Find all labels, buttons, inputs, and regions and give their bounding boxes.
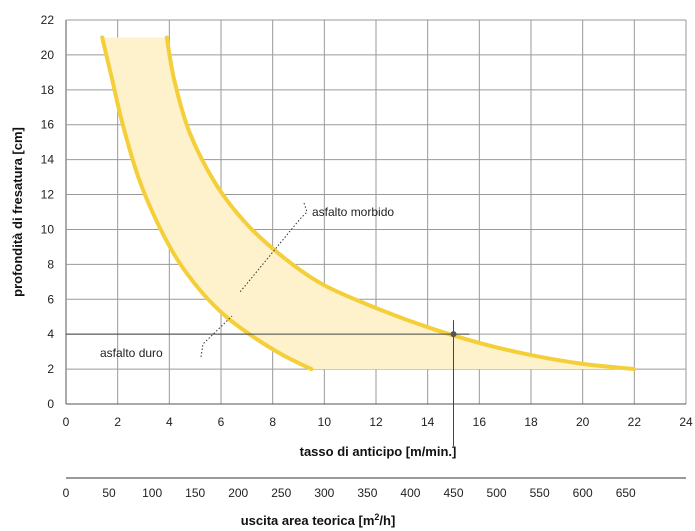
- x-tick-label: 14: [421, 415, 435, 429]
- x2-tick-label: 50: [102, 486, 116, 500]
- example-lines: [66, 320, 470, 446]
- x-tick-label: 24: [679, 415, 693, 429]
- x2-tick-label: 200: [228, 486, 248, 500]
- example-point: [450, 331, 457, 338]
- series-layer: [100, 35, 637, 372]
- annotation-asfalto-duro: asfalto duro: [100, 346, 163, 360]
- x-tick-label: 22: [628, 415, 642, 429]
- x-tick-label: 6: [218, 415, 225, 429]
- x2-tick-label: 650: [616, 486, 636, 500]
- x2-tick-label: 0: [63, 486, 70, 500]
- x-tick-label: 12: [369, 415, 383, 429]
- leader-asfalto-morbido: [239, 202, 308, 293]
- y-tick-label: 0: [47, 397, 54, 411]
- annotation-asfalto-morbido: asfalto morbido: [312, 205, 394, 219]
- y-tick-label: 18: [41, 83, 55, 97]
- series-line-asfalto-morbido: [164, 35, 637, 372]
- x-tick-label: 8: [269, 415, 276, 429]
- annotations: asfalto morbido asfalto duro: [100, 202, 394, 360]
- x-tick-label: 20: [576, 415, 590, 429]
- x2-tick-label: 300: [314, 486, 334, 500]
- x2-tick-label: 400: [400, 486, 420, 500]
- y-tick-label: 22: [41, 13, 55, 27]
- x-axis-title: tasso di anticipo [m/min.]: [300, 444, 457, 459]
- x-tick-label: 2: [114, 415, 121, 429]
- x2-tick-label: 350: [357, 486, 377, 500]
- y-tick-label: 2: [47, 362, 54, 376]
- y-tick-label: 12: [41, 188, 55, 202]
- y-tick-label: 16: [41, 118, 55, 132]
- x2-tick-label: 100: [142, 486, 162, 500]
- x2-tick-label: 600: [573, 486, 593, 500]
- y-axis-title: profondità di fresatura [cm]: [10, 127, 25, 297]
- x2-tick-label: 500: [487, 486, 507, 500]
- x-tick-label: 18: [524, 415, 538, 429]
- y-tick-label: 14: [41, 153, 55, 167]
- leader-asfalto-duro: [200, 315, 233, 358]
- grid: [65, 19, 687, 405]
- x-tick-label: 16: [473, 415, 487, 429]
- x2-tick-label: 550: [530, 486, 550, 500]
- x2-tick-label: 250: [271, 486, 291, 500]
- y-tick-label: 20: [41, 48, 55, 62]
- range-band: [102, 37, 635, 370]
- x-tick-label: 4: [166, 415, 173, 429]
- y-tick-label: 6: [47, 292, 54, 306]
- x-tick-label: 0: [63, 415, 70, 429]
- x2-tick-label: 450: [443, 486, 463, 500]
- x-tick-label: 10: [318, 415, 332, 429]
- y-tick-label: 10: [41, 222, 55, 236]
- x2-tick-label: 150: [185, 486, 205, 500]
- series-line-asfalto-duro: [100, 35, 314, 372]
- y-tick-label: 4: [47, 327, 54, 341]
- y-tick-label: 8: [47, 257, 54, 271]
- x2-axis-title: uscita area teorica [m2/h]: [241, 512, 396, 528]
- tick-labels: 0 2 4 6 8 10 12 14 16 18 20 22 240246810121416182022…: [41, 13, 693, 500]
